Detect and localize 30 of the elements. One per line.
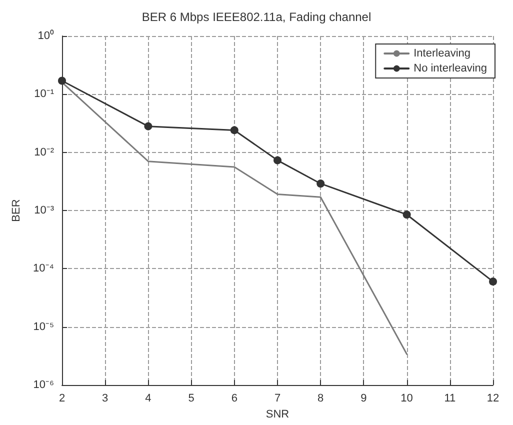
x-axis-title: SNR xyxy=(266,408,290,420)
y-axis-title: BER xyxy=(10,199,23,222)
point xyxy=(230,126,238,134)
x-tick-label: 6 xyxy=(231,392,238,404)
point xyxy=(316,180,325,188)
point xyxy=(489,278,497,286)
x-tick-label: 4 xyxy=(145,392,152,404)
legend-label: No interleaving xyxy=(414,62,487,74)
point xyxy=(144,122,152,130)
x-tick-label: 3 xyxy=(102,392,108,404)
point xyxy=(402,210,411,219)
x-tick-label: 11 xyxy=(444,392,456,404)
y-tick-label: 10⁻¹ xyxy=(34,88,54,100)
x-tick-label: 12 xyxy=(486,392,500,404)
x-tick-label: 10 xyxy=(400,392,413,404)
y-tick-label: 10⁻² xyxy=(34,146,54,158)
point xyxy=(274,156,282,164)
point xyxy=(58,76,66,85)
y-tick-label: 10⁻⁴ xyxy=(33,262,54,275)
x-tick-label: 5 xyxy=(188,392,194,404)
y-tick-label: 10⁻³ xyxy=(34,204,54,216)
y-tick-label: 10⁰ xyxy=(38,29,54,42)
x-tick-label: 2 xyxy=(58,392,66,404)
x-tick-label: 7 xyxy=(274,392,281,404)
y-tick-label: 10⁻⁵ xyxy=(33,320,54,333)
x-tick-label: 8 xyxy=(318,392,324,404)
x-tick-label: 9 xyxy=(360,392,367,404)
chart-title: BER 6 Mbps IEEE802.11a, Fading channel xyxy=(142,10,372,24)
legend-label: Interleaving xyxy=(414,48,470,60)
y-tick-label: 10⁻⁶ xyxy=(33,379,54,391)
